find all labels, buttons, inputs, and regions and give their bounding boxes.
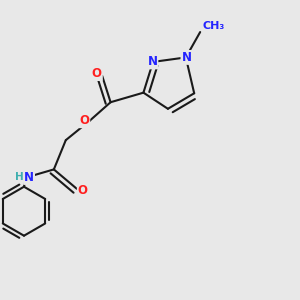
Text: O: O — [79, 114, 89, 127]
Text: H: H — [15, 172, 24, 182]
Text: N: N — [147, 56, 158, 68]
Text: N: N — [182, 51, 191, 64]
Text: O: O — [78, 184, 88, 197]
Text: CH₃: CH₃ — [202, 21, 225, 31]
Text: N: N — [24, 171, 34, 184]
Text: O: O — [92, 67, 102, 80]
